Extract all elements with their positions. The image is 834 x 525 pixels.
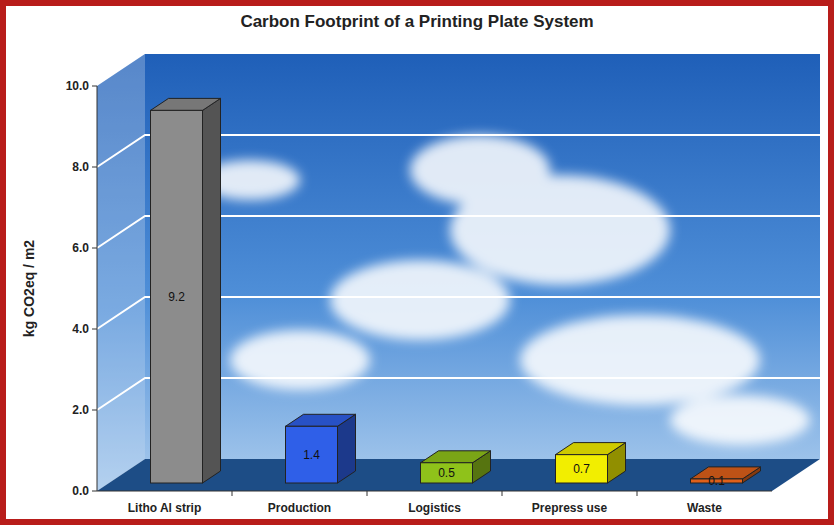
bar-front — [421, 463, 473, 483]
tick-mark — [92, 248, 97, 249]
left-wall-tint — [97, 54, 145, 491]
tick-label: 2.0 — [72, 403, 89, 417]
category-tick — [367, 491, 368, 496]
bar-top — [691, 467, 761, 479]
category-label: Production — [268, 501, 331, 515]
tick-mark — [92, 167, 97, 168]
bar — [286, 414, 356, 483]
tick-mark — [92, 86, 97, 87]
bar — [691, 467, 761, 483]
clouds — [200, 135, 810, 445]
tick-label: 8.0 — [72, 160, 89, 174]
left-wall — [97, 54, 145, 491]
y-axis-line — [97, 86, 98, 491]
bar — [556, 443, 626, 483]
bar-top — [151, 98, 221, 110]
bar-front — [286, 426, 338, 483]
category-label: Litho Al strip — [128, 501, 202, 515]
category-label: Waste — [687, 501, 722, 515]
bar — [421, 451, 491, 483]
tick-label: 4.0 — [72, 322, 89, 336]
tick-mark — [92, 329, 97, 330]
bar-top — [556, 443, 626, 455]
bar-top — [286, 414, 356, 426]
x-axis-line — [97, 491, 772, 492]
tick-label: 0.0 — [72, 484, 89, 498]
category-tick — [502, 491, 503, 496]
bar-front — [151, 110, 203, 483]
data-label: 1.4 — [303, 448, 320, 462]
category-label: Logistics — [408, 501, 461, 515]
cloud — [520, 315, 760, 405]
chart-title: Carbon Footprint of a Printing Plate Sys… — [240, 12, 593, 31]
data-label: 0.5 — [438, 466, 455, 480]
category-label: Prepress use — [532, 501, 608, 515]
tick-mark — [92, 491, 97, 492]
bar-front — [556, 455, 608, 483]
back-wall — [145, 54, 820, 459]
category-tick — [232, 491, 233, 496]
labels: 9.2 1.4 0.5 0.7 0.1 — [168, 290, 725, 488]
cloud — [230, 330, 370, 390]
bars — [151, 98, 761, 483]
tick-label: 6.0 — [72, 241, 89, 255]
data-label: 0.1 — [708, 474, 725, 488]
bar-top — [421, 451, 491, 463]
data-label: 0.7 — [573, 462, 590, 476]
tick-label: 10.0 — [66, 79, 90, 93]
bar-side — [203, 98, 221, 483]
cloud — [450, 175, 670, 285]
bar — [151, 98, 221, 483]
cloud — [670, 395, 810, 445]
chart: Carbon Footprint of a Printing Plate Sys… — [0, 0, 834, 525]
cloud — [330, 260, 510, 340]
category-tick — [637, 491, 638, 496]
data-label: 9.2 — [168, 290, 185, 304]
y-axis-title: kg CO2eq / m2 — [21, 240, 37, 337]
tick-mark — [92, 410, 97, 411]
